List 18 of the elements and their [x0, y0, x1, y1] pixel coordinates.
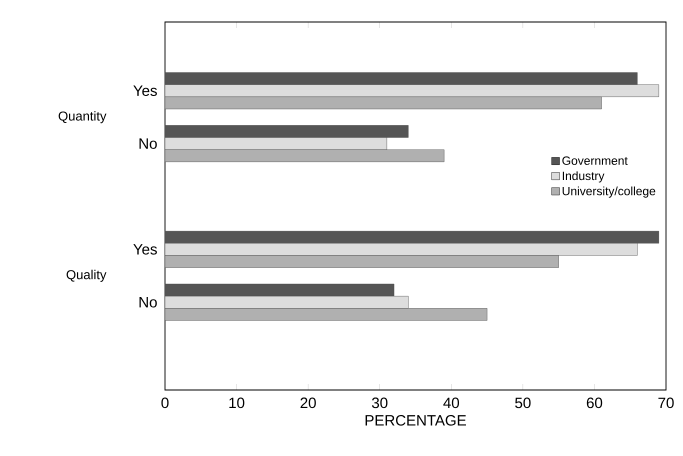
y-tick-label: No	[140, 138, 157, 149]
x-tick-label: 70	[658, 398, 674, 408]
x-tick-label: 40	[443, 398, 460, 408]
y-tick-label: Yes	[133, 244, 157, 255]
text: Quality	[66, 270, 106, 282]
x-tick-label: 30	[372, 398, 388, 408]
legend-label: Industry	[562, 171, 604, 182]
legend-label: University/college	[562, 186, 656, 198]
y-tick-label: No	[140, 297, 157, 308]
x-tick-label: 50	[515, 398, 531, 408]
x-tick-label: 60	[586, 398, 602, 408]
legend-label: Government	[562, 156, 628, 165]
y-tick-label: Yes	[133, 86, 157, 96]
x-axis-title: PERCENTAGE	[366, 415, 466, 426]
x-tick-label: 0	[161, 398, 169, 408]
x-tick-label: 20	[300, 398, 316, 408]
x-tick-label: 10	[229, 398, 244, 408]
text: Quantity	[58, 111, 106, 124]
